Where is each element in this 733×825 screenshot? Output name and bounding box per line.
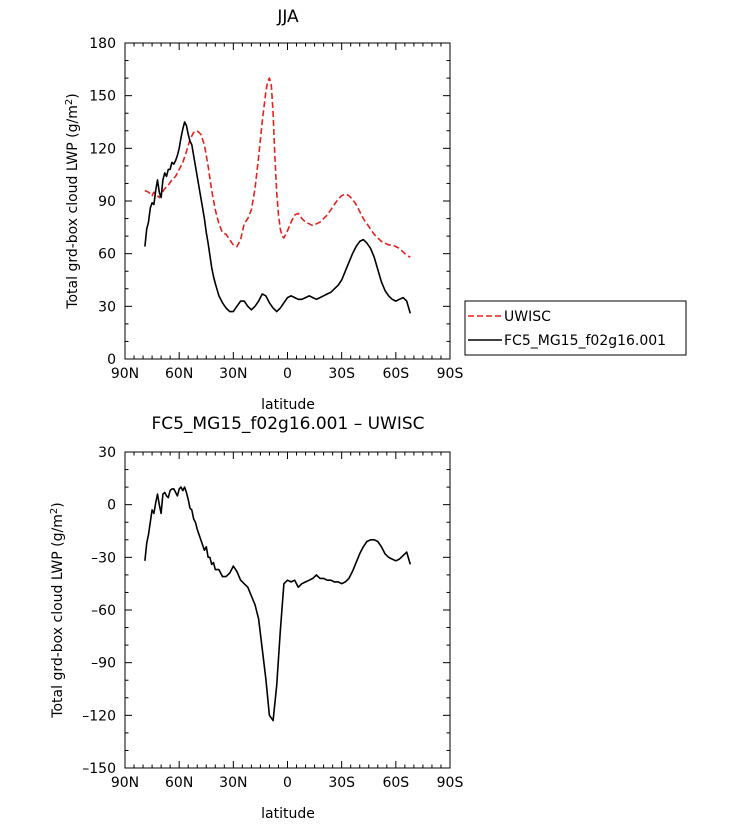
top-x-tick-label: 30S: [328, 366, 355, 382]
top-y-tick-label: 180: [89, 36, 116, 52]
legend: UWISC FC5_MG15_f02g16.001: [464, 300, 687, 356]
bottom-chart-title: FC5_MG15_f02g16.001 – UWISC: [151, 414, 424, 434]
bottom-x-tick-label: 30N: [219, 775, 247, 791]
bottom-y-tick-label: –120: [82, 708, 116, 724]
bottom-x-tick-label: 0: [283, 775, 292, 791]
bottom-y-tick-label: –30: [91, 550, 116, 566]
top-x-tick-label: 60S: [382, 366, 409, 382]
top-y-tick-label: 0: [107, 352, 116, 368]
bottom-y-tick-label: 30: [98, 445, 116, 461]
bottom-y-axis-label: Total grd-box cloud LWP (g/m2): [49, 502, 67, 718]
bottom-x-tick-label: 90N: [111, 775, 139, 791]
top-x-tick-label: 0: [283, 366, 292, 382]
top-plot-frame: [124, 42, 451, 360]
top-series-line-uwisc: [144, 77, 411, 258]
bottom-series-line-difference: [144, 486, 412, 722]
legend-label-fc5: FC5_MG15_f02g16.001: [504, 333, 666, 349]
bottom-x-tick-label: 60S: [382, 775, 409, 791]
bottom-y-tick-label: 0: [107, 498, 116, 514]
top-panel: JJA latitude Total grd-box cloud LWP (g/…: [64, 7, 464, 413]
bottom-x-tick-label: 90S: [437, 775, 464, 791]
bottom-x-tick-label: 60N: [165, 775, 193, 791]
top-x-axis-label: latitude: [261, 397, 315, 413]
legend-box: [464, 300, 687, 356]
top-y-tick-label: 120: [89, 141, 116, 157]
top-chart-title: JJA: [276, 7, 299, 27]
bottom-panel: FC5_MG15_f02g16.001 – UWISC latitude Tot…: [49, 414, 464, 822]
top-x-tick-label: 30N: [219, 366, 247, 382]
bottom-x-tick-label: 30S: [328, 775, 355, 791]
bottom-y-tick-label: –60: [91, 603, 116, 619]
top-y-tick-label: 30: [98, 299, 116, 315]
top-x-tick-label: 90S: [437, 366, 464, 382]
bottom-y-tick-label: –150: [82, 761, 116, 777]
top-y-tick-label: 90: [98, 194, 116, 210]
bottom-x-axis-label: latitude: [261, 806, 315, 822]
top-series-line-fc5-mg15-f02g16-001: [144, 121, 412, 314]
top-x-tick-label: 60N: [165, 366, 193, 382]
top-y-tick-label: 150: [89, 89, 116, 105]
top-y-tick-label: 60: [98, 247, 116, 263]
bottom-plot-frame: [124, 451, 451, 769]
bottom-y-tick-label: –90: [91, 656, 116, 672]
top-x-tick-label: 90N: [111, 366, 139, 382]
top-y-axis-label: Total grd-box cloud LWP (g/m2): [64, 93, 82, 309]
legend-label-uwisc: UWISC: [504, 309, 551, 325]
